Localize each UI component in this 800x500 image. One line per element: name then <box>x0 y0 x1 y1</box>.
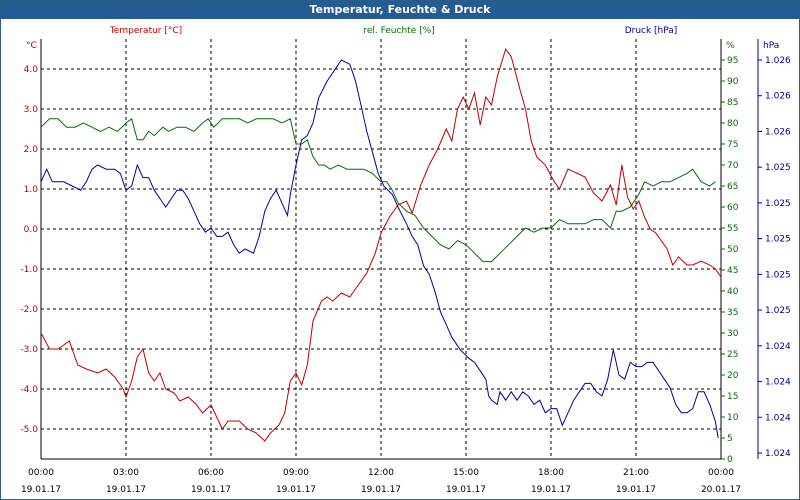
series-line-temperature <box>40 47 722 442</box>
date-tick-label: 19.01.17 <box>531 485 571 495</box>
temperature-tick-label: 3.0 <box>24 105 39 115</box>
temperature-tick-label: -2.0 <box>20 305 38 315</box>
date-tick-label: 19.01.17 <box>616 485 656 495</box>
pressure-ticks: 1.026 1.026 1.026 1.025 1.025 1.025 1.025 1.025… <box>758 56 791 459</box>
chart-svg: Temperatur [°C] rel. Feuchte [%] Druck [… <box>20 26 791 495</box>
humidity-tick-label: 5 <box>727 434 733 444</box>
pressure-axis-unit: hPa <box>763 41 779 51</box>
pressure-tick-label: 1.024 <box>765 413 791 423</box>
time-tick-label: 15:00 <box>453 468 479 478</box>
grid <box>40 39 722 459</box>
series-line-pressure <box>40 59 719 439</box>
temperature-axis-title: Temperatur [°C] <box>109 26 182 36</box>
series-line-humidity <box>40 117 716 263</box>
time-tick-label: 09:00 <box>283 468 309 478</box>
time-tick-label: 18:00 <box>538 468 564 478</box>
humidity-tick-label: 15 <box>727 392 738 402</box>
time-tick-label: 21:00 <box>623 468 649 478</box>
date-tick-label: 19.01.17 <box>276 485 316 495</box>
pressure-tick-label: 1.026 <box>765 92 791 102</box>
humidity-tick-label: 10 <box>727 413 739 423</box>
pressure-tick-label: 1.024 <box>765 342 791 352</box>
temperature-tick-label: -1.0 <box>20 265 38 275</box>
temperature-tick-label: -3.0 <box>20 345 38 355</box>
temperature-tick-label: 4.0 <box>24 65 39 75</box>
humidity-axis-title: rel. Feuchte [%] <box>363 26 434 36</box>
temperature-tick-label: 2.0 <box>24 145 39 155</box>
pressure-axis-title: Druck [hPa] <box>625 26 678 36</box>
humidity-tick-label: 70 <box>727 161 739 171</box>
pressure-tick-label: 1.024 <box>765 449 791 459</box>
date-tick-label: 19.01.17 <box>191 485 231 495</box>
humidity-tick-label: 25 <box>727 350 738 360</box>
window-title: Temperatur, Feuchte & Druck <box>1 1 799 19</box>
humidity-tick-label: 50 <box>727 245 739 255</box>
time-tick-label: 00:00 <box>708 468 734 478</box>
temperature-tick-label: -5.0 <box>20 425 38 435</box>
series-layer <box>40 47 722 442</box>
humidity-tick-label: 95 <box>727 56 738 66</box>
humidity-tick-label: 75 <box>727 140 738 150</box>
humidity-axis-unit: % <box>726 41 735 51</box>
pressure-tick-label: 1.024 <box>765 378 791 388</box>
pressure-tick-label: 1.025 <box>765 306 791 316</box>
humidity-tick-label: 65 <box>727 182 738 192</box>
temperature-tick-label: 0.0 <box>24 225 39 235</box>
time-tick-label: 00:00 <box>28 468 54 478</box>
humidity-tick-label: 45 <box>727 266 738 276</box>
pressure-tick-label: 1.025 <box>765 270 791 280</box>
humidity-tick-label: 30 <box>727 329 739 339</box>
humidity-tick-label: 20 <box>727 371 739 381</box>
humidity-tick-label: 35 <box>727 308 738 318</box>
time-tick-label: 06:00 <box>198 468 224 478</box>
date-tick-label: 19.01.17 <box>446 485 486 495</box>
pressure-tick-label: 1.025 <box>765 163 791 173</box>
date-tick-label: 19.01.17 <box>106 485 146 495</box>
pressure-tick-label: 1.025 <box>765 235 791 245</box>
pressure-tick-label: 1.026 <box>765 127 791 137</box>
temperature-tick-label: -4.0 <box>20 385 38 395</box>
date-tick-label: 20.01.17 <box>701 485 741 495</box>
time-tick-label: 03:00 <box>113 468 139 478</box>
temperature-axis-unit: °C <box>26 41 37 51</box>
humidity-tick-label: 0 <box>727 455 733 465</box>
humidity-tick-label: 40 <box>727 287 739 297</box>
temperature-tick-label: 1.0 <box>24 185 39 195</box>
humidity-tick-label: 80 <box>727 119 739 129</box>
humidity-tick-label: 90 <box>727 77 739 87</box>
time-tick-label: 12:00 <box>368 468 394 478</box>
humidity-tick-label: 85 <box>727 98 738 108</box>
humidity-tick-label: 55 <box>727 224 738 234</box>
time-axis-ticks: 00:00 19.01.17 03:00 19.01.17 06:00 19.01.17 0… <box>21 468 741 495</box>
date-tick-label: 19.01.17 <box>361 485 401 495</box>
humidity-tick-label: 60 <box>727 203 739 213</box>
temperature-ticks: 4.0 3.0 2.0 1.0 0.0 -1.0 -2.0 -3.0 -4.0 -5.0 <box>20 65 38 435</box>
date-tick-label: 19.01.17 <box>21 485 61 495</box>
pressure-tick-label: 1.025 <box>765 199 791 209</box>
pressure-tick-label: 1.026 <box>765 56 791 66</box>
